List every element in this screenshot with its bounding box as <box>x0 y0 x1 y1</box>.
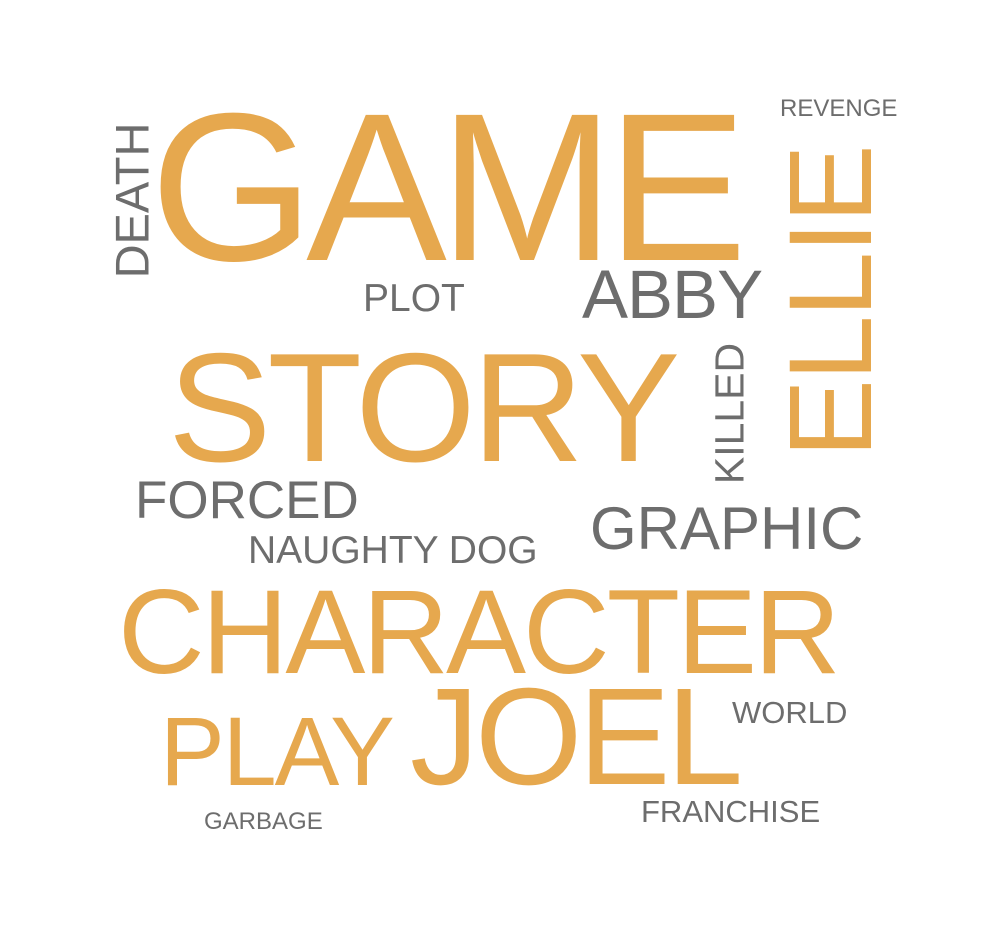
word-play: PLAY <box>160 697 395 806</box>
word-garbage: GARBAGE <box>204 808 323 835</box>
word-world: WORLD <box>732 695 848 730</box>
word-story: STORY <box>168 321 680 494</box>
word-abby: ABBY <box>582 256 763 333</box>
word-graphic: GRAPHIC <box>590 495 864 562</box>
word-joel: JOEL <box>410 660 743 814</box>
word-ellie: ELLIE <box>765 146 897 458</box>
word-character: CHARACTER <box>118 565 841 699</box>
word-forced: FORCED <box>135 471 359 530</box>
word-killed: KILLED <box>706 342 753 485</box>
word-plot: PLOT <box>363 277 465 320</box>
word-naughty-dog: NAUGHTY DOG <box>248 529 538 572</box>
word-revenge: REVENGE <box>780 95 898 122</box>
word-franchise: FRANCHISE <box>641 794 821 829</box>
word-game: GAME <box>150 69 747 305</box>
word-death: DEATH <box>105 122 159 279</box>
